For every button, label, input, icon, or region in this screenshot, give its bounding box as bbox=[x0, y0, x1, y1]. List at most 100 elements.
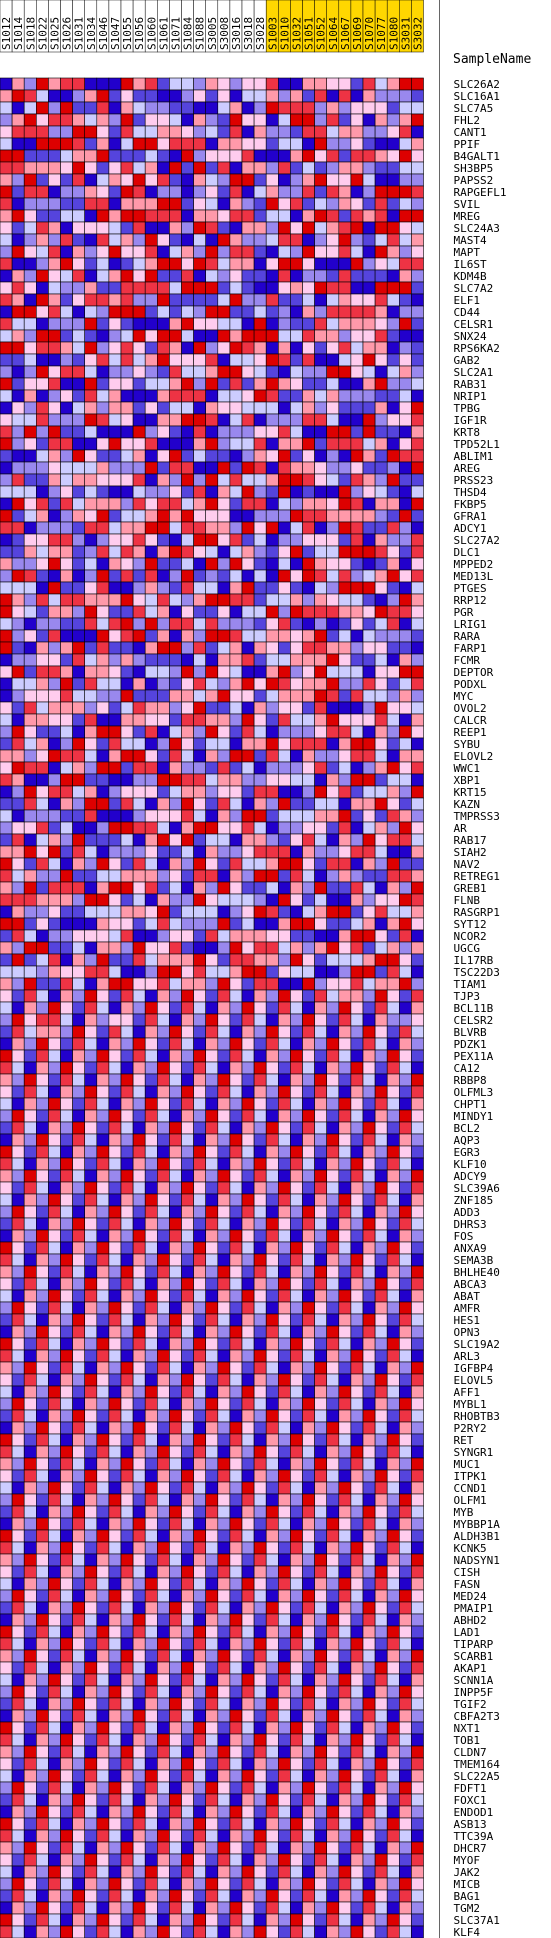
heatmap-cell bbox=[60, 593, 73, 607]
heatmap-cell bbox=[181, 509, 194, 523]
heatmap-cell bbox=[350, 1037, 364, 1051]
heatmap-cell bbox=[398, 1229, 412, 1243]
heatmap-cell bbox=[229, 1289, 243, 1303]
heatmap-cell bbox=[60, 329, 73, 343]
heatmap-cell bbox=[314, 1325, 328, 1339]
heatmap-cell bbox=[108, 1445, 122, 1459]
heatmap-cell bbox=[23, 317, 37, 331]
heatmap-cell bbox=[265, 1649, 279, 1663]
heatmap-cell bbox=[23, 1313, 37, 1327]
heatmap-cell bbox=[302, 173, 315, 187]
heatmap-cell bbox=[277, 1493, 291, 1507]
heatmap-cell bbox=[84, 1745, 98, 1759]
heatmap-cell bbox=[326, 305, 340, 319]
heatmap-cell bbox=[374, 581, 388, 595]
heatmap-cell bbox=[314, 437, 328, 451]
heatmap-cell bbox=[108, 545, 122, 559]
heatmap-cell bbox=[265, 89, 279, 103]
heatmap-cell bbox=[362, 1613, 376, 1627]
heatmap-cell bbox=[132, 1145, 146, 1159]
heatmap-cell bbox=[0, 1181, 13, 1195]
heatmap-cell bbox=[132, 689, 146, 703]
heatmap-cell bbox=[169, 1613, 182, 1627]
heatmap-cell bbox=[277, 569, 291, 583]
heatmap-cell bbox=[48, 641, 61, 655]
heatmap-cell bbox=[132, 245, 146, 259]
heatmap-cell bbox=[108, 389, 122, 403]
heatmap-cell bbox=[229, 881, 243, 895]
heatmap-cell bbox=[374, 689, 388, 703]
heatmap-cell bbox=[374, 1037, 388, 1051]
heatmap-cell bbox=[217, 1085, 231, 1099]
heatmap-cell bbox=[411, 881, 424, 895]
heatmap-cell bbox=[84, 809, 98, 823]
heatmap-cell bbox=[205, 1025, 219, 1039]
heatmap-cell bbox=[217, 1565, 231, 1579]
heatmap-cell bbox=[157, 1301, 170, 1315]
heatmap-cell bbox=[229, 437, 243, 451]
heatmap-cell bbox=[265, 209, 279, 223]
heatmap-cell bbox=[290, 605, 303, 619]
heatmap-cell bbox=[169, 845, 182, 859]
heatmap-cell bbox=[302, 89, 315, 103]
heatmap-cell bbox=[265, 185, 279, 199]
heatmap-cell bbox=[84, 569, 98, 583]
heatmap-cell bbox=[144, 725, 158, 739]
heatmap-cell bbox=[265, 1589, 279, 1603]
heatmap-cell bbox=[23, 1205, 37, 1219]
heatmap-cell bbox=[35, 1061, 49, 1075]
heatmap-cell bbox=[181, 1385, 194, 1399]
heatmap-cell bbox=[48, 1469, 61, 1483]
heatmap-cell bbox=[277, 497, 291, 511]
heatmap-cell bbox=[338, 269, 352, 283]
heatmap-cell bbox=[290, 329, 303, 343]
heatmap-cell bbox=[205, 1457, 219, 1471]
heatmap-cell bbox=[241, 1301, 255, 1315]
heatmap-cell bbox=[72, 1673, 85, 1687]
heatmap-cell bbox=[193, 305, 207, 319]
heatmap-cell bbox=[398, 185, 412, 199]
heatmap-cell bbox=[229, 425, 243, 439]
heatmap-cell bbox=[350, 1505, 364, 1519]
heatmap-cell bbox=[11, 269, 25, 283]
heatmap-cell bbox=[241, 1517, 255, 1531]
heatmap-cell bbox=[326, 1601, 340, 1615]
heatmap-cell bbox=[398, 737, 412, 751]
heatmap-cell bbox=[205, 77, 219, 91]
heatmap-cell bbox=[60, 221, 73, 235]
heatmap-cell bbox=[374, 173, 388, 187]
heatmap-cell bbox=[217, 605, 231, 619]
heatmap-cell bbox=[253, 1421, 267, 1435]
heatmap-cell bbox=[120, 1493, 134, 1507]
heatmap-cell bbox=[205, 833, 219, 847]
heatmap-cell bbox=[169, 1145, 182, 1159]
heatmap-cell bbox=[96, 881, 110, 895]
heatmap-cell bbox=[96, 1085, 110, 1099]
heatmap-cell bbox=[411, 1421, 424, 1435]
heatmap-cell bbox=[398, 1289, 412, 1303]
heatmap-cell bbox=[277, 1409, 291, 1423]
heatmap-cell bbox=[398, 1217, 412, 1231]
heatmap-cell bbox=[35, 185, 49, 199]
heatmap-cell bbox=[326, 1385, 340, 1399]
heatmap-cell bbox=[217, 1337, 231, 1351]
heatmap-cell bbox=[374, 281, 388, 295]
heatmap-cell bbox=[290, 1205, 303, 1219]
heatmap-cell bbox=[23, 677, 37, 691]
heatmap-cell bbox=[241, 1373, 255, 1387]
heatmap-cell bbox=[398, 569, 412, 583]
heatmap-cell bbox=[193, 197, 207, 211]
heatmap-cell bbox=[386, 977, 400, 991]
heatmap-cell bbox=[144, 785, 158, 799]
heatmap-cell bbox=[314, 1517, 328, 1531]
heatmap-cell bbox=[290, 461, 303, 475]
heatmap-cell bbox=[132, 1265, 146, 1279]
heatmap-cell bbox=[411, 929, 424, 943]
heatmap-cell bbox=[217, 509, 231, 523]
heatmap-cell bbox=[277, 1649, 291, 1663]
heatmap-cell bbox=[398, 113, 412, 127]
heatmap-cell bbox=[120, 689, 134, 703]
heatmap-cell bbox=[96, 1349, 110, 1363]
heatmap-cell bbox=[48, 1409, 61, 1423]
heatmap-cell bbox=[193, 1577, 207, 1591]
